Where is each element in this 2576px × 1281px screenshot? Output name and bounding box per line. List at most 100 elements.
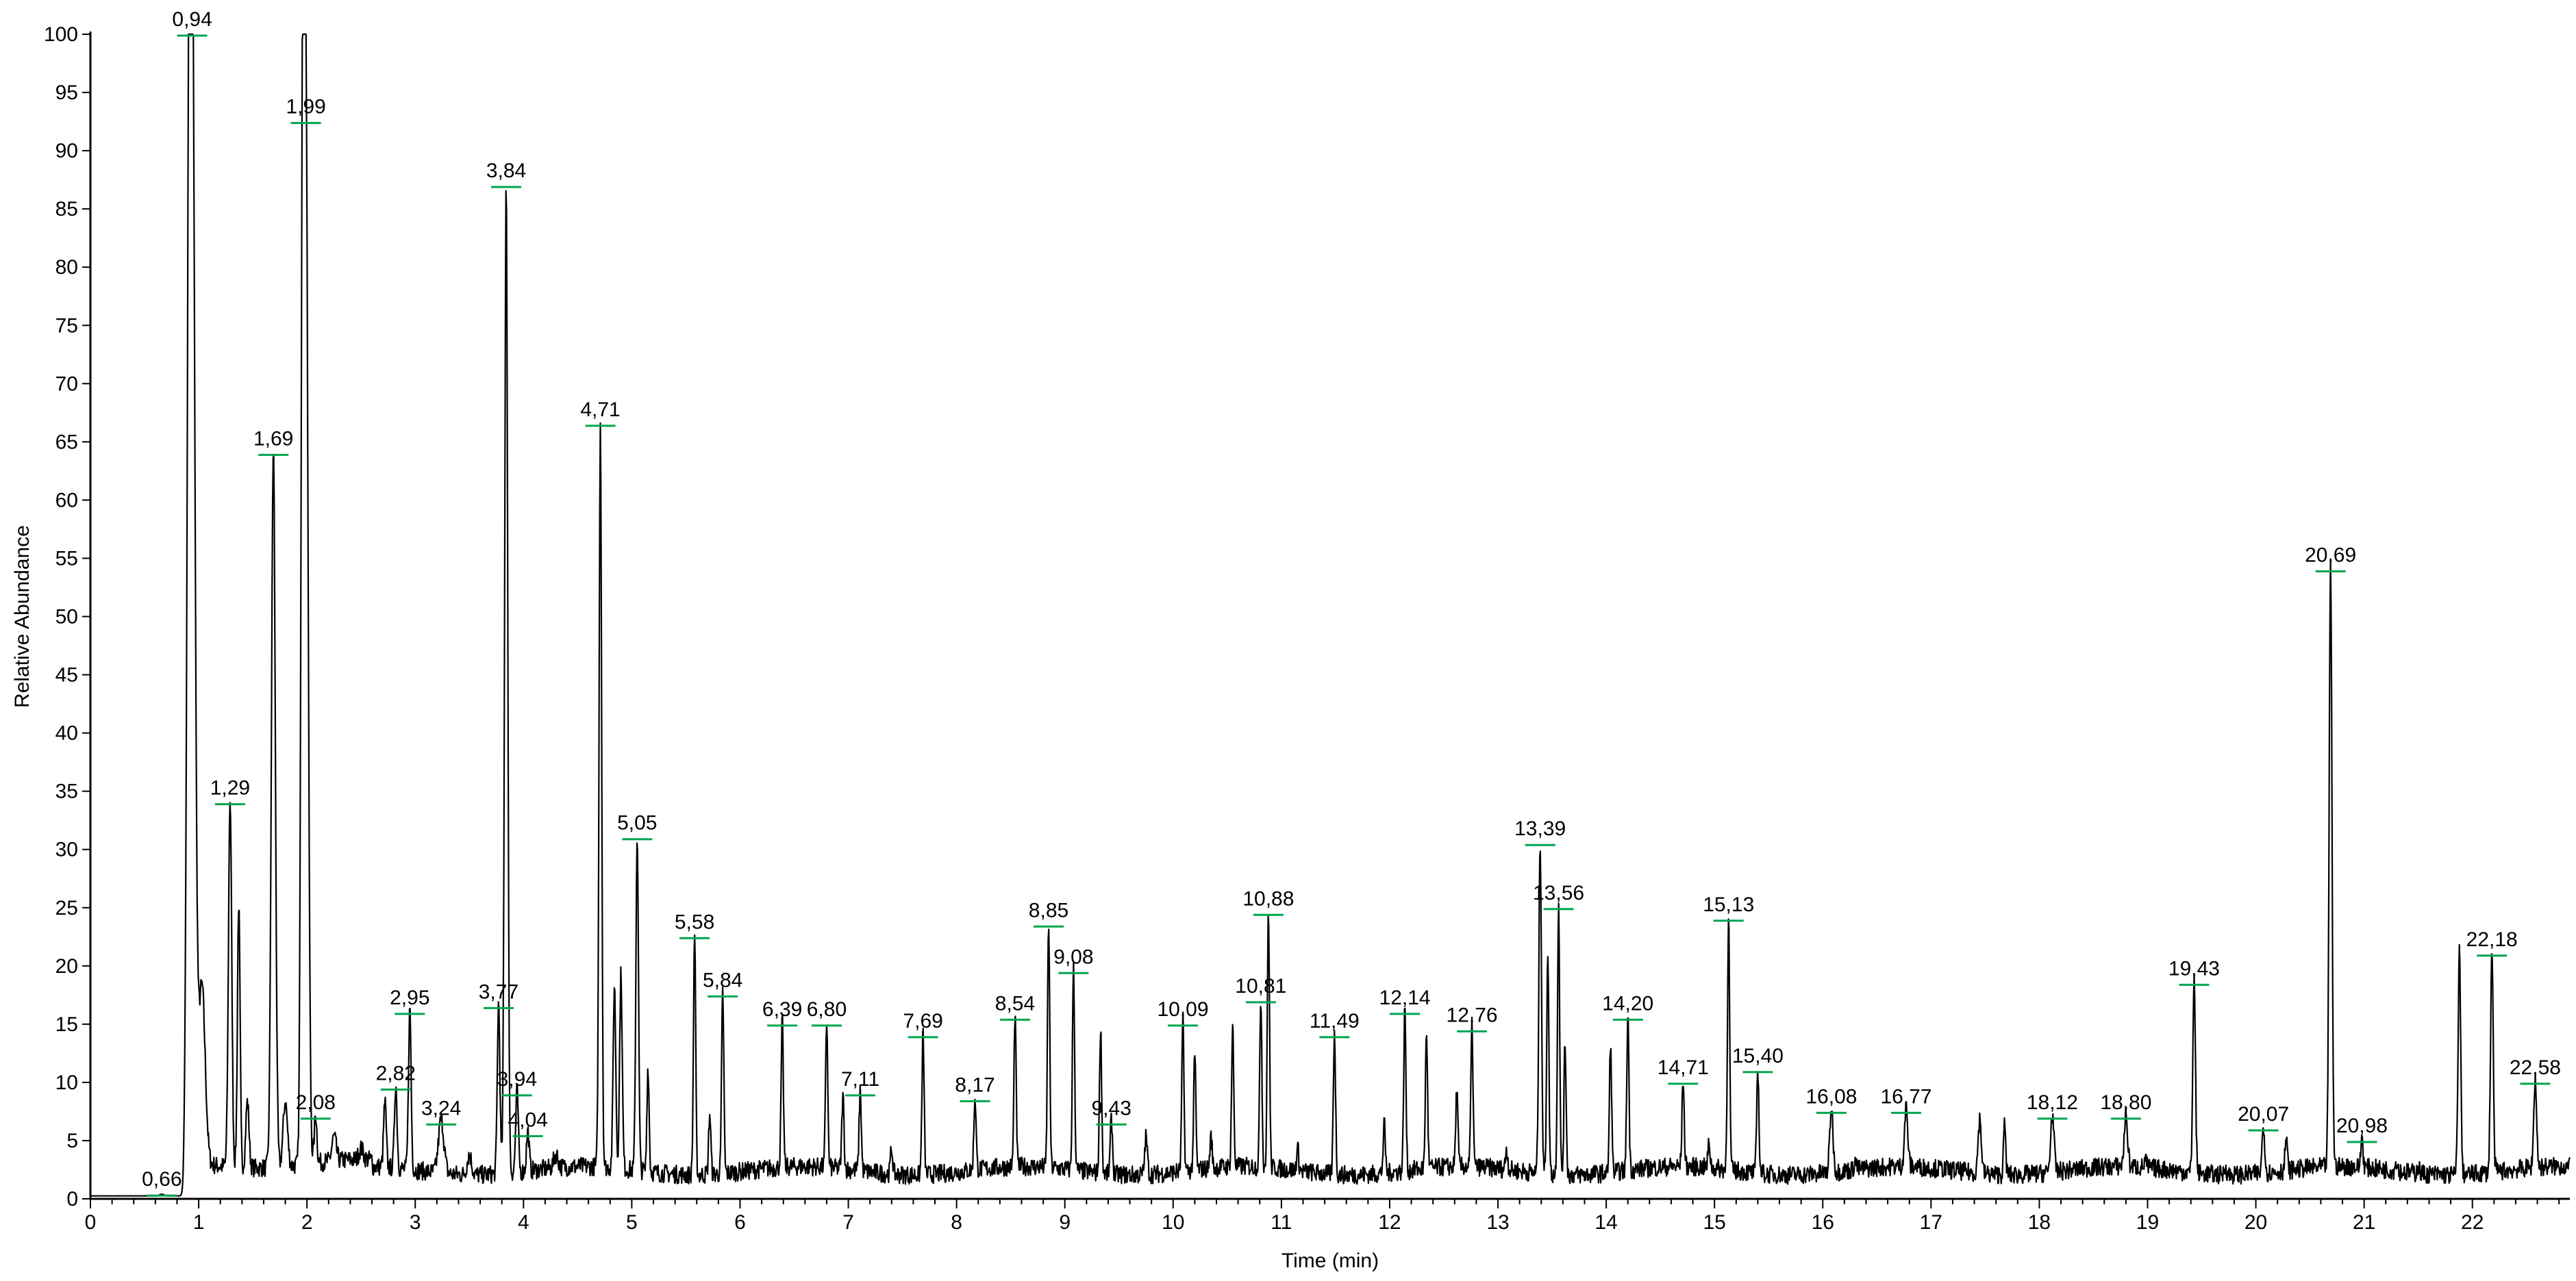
y-tick-label: 70	[55, 372, 78, 395]
peak-label: 5,84	[703, 969, 742, 991]
peak-label: 13,56	[1533, 882, 1584, 904]
y-ticks: 0 5 10 15 20 25 30 35 40 45 50 55 60 65 70 75 80 85 90 95 10…	[44, 23, 90, 1210]
y-tick-label: 90	[55, 140, 78, 162]
peak-label: 12,14	[1379, 987, 1431, 1009]
peak-label: 14,20	[1602, 992, 1653, 1015]
peak-label: 2,82	[376, 1062, 416, 1085]
peak-label: 15,13	[1703, 893, 1754, 916]
peak-label: 13,39	[1514, 817, 1566, 840]
y-tick-label: 65	[55, 431, 78, 453]
integration-marks	[147, 34, 2551, 1197]
y-tick-label: 100	[44, 23, 78, 46]
x-tick-label: 7	[842, 1211, 854, 1234]
peak-label: 8,17	[955, 1074, 995, 1096]
peak-label: 5,05	[617, 812, 657, 835]
x-tick-label: 14	[1595, 1211, 1617, 1234]
peak-label: 6,80	[807, 998, 847, 1021]
peak-label: 16,08	[1805, 1085, 1857, 1108]
peak-label: 9,43	[1091, 1097, 1131, 1119]
peak-label: 1,29	[210, 777, 250, 800]
y-axis-title: Relative Abundance	[11, 525, 34, 708]
x-tick-label: 18	[2028, 1211, 2051, 1234]
peak-label: 7,11	[841, 1068, 879, 1091]
y-tick-label: 85	[55, 198, 78, 220]
x-tick-label: 22	[2461, 1211, 2484, 1234]
x-tick-label: 10	[1162, 1211, 1184, 1234]
peak-label: 15,40	[1732, 1045, 1784, 1067]
y-tick-label: 80	[55, 256, 78, 279]
x-axis-title: Time (min)	[1281, 1250, 1379, 1272]
y-tick-label: 35	[55, 781, 78, 803]
peak-label: 22,18	[2466, 928, 2518, 951]
y-tick-label: 75	[55, 314, 78, 337]
x-ticks: 0 1 2 3 4 5 6 7 8 9 10 11 12 13 14 15 16 17 18 19 20 21 22	[85, 1199, 2560, 1234]
peak-label: 3,24	[421, 1097, 461, 1119]
peak-label: 4,04	[508, 1108, 547, 1131]
peak-label: 1,99	[286, 96, 325, 118]
peak-label: 0,94	[172, 8, 212, 31]
peak-label: 3,84	[486, 160, 526, 182]
y-tick-label: 50	[55, 606, 78, 629]
x-tick-label: 3	[410, 1211, 421, 1234]
x-tick-label: 9	[1059, 1211, 1071, 1234]
peak-label: 0,66	[142, 1168, 182, 1191]
peak-label: 3,77	[479, 980, 518, 1003]
x-tick-label: 5	[626, 1211, 638, 1234]
y-tick-label: 25	[55, 897, 78, 919]
peak-labels: 0,66 0,94 1,29 1,69 1,99 2,08 2,82 2,95 3,24 3,77…	[142, 8, 2561, 1191]
peak-label: 12,76	[1447, 1004, 1498, 1026]
x-tick-label: 15	[1703, 1211, 1725, 1234]
peak-label: 10,09	[1157, 998, 1208, 1021]
peak-label: 6,39	[762, 998, 802, 1021]
y-tick-label: 5	[66, 1130, 78, 1152]
x-tick-label: 19	[2136, 1211, 2159, 1234]
peak-label: 11,49	[1310, 1010, 1360, 1032]
peak-label: 20,69	[2305, 544, 2356, 566]
x-tick-label: 13	[1486, 1211, 1509, 1234]
peak-label: 3,94	[497, 1068, 537, 1091]
x-tick-label: 8	[951, 1211, 962, 1234]
peak-label: 22,58	[2510, 1056, 2561, 1079]
peak-label: 20,98	[2336, 1115, 2388, 1137]
x-tick-label: 17	[1920, 1211, 1942, 1234]
y-tick-label: 40	[55, 722, 78, 745]
y-tick-label: 95	[55, 81, 78, 104]
chromatogram-trace	[90, 33, 2571, 1197]
x-tick-label: 12	[1378, 1211, 1401, 1234]
x-tick-label: 11	[1271, 1211, 1292, 1234]
peak-label: 2,08	[296, 1091, 336, 1114]
peak-label: 4,71	[580, 398, 620, 421]
peak-label: 10,88	[1242, 887, 1294, 910]
y-tick-label: 60	[55, 489, 78, 511]
peak-label: 9,08	[1053, 946, 1093, 968]
x-tick-label: 0	[85, 1211, 97, 1234]
x-tick-label: 2	[301, 1211, 313, 1234]
y-tick-label: 20	[55, 955, 78, 978]
peak-label: 14,71	[1658, 1056, 1709, 1079]
x-tick-label: 20	[2244, 1211, 2267, 1234]
peak-label: 8,85	[1029, 899, 1068, 922]
x-tick-label: 16	[1812, 1211, 1834, 1234]
y-tick-label: 30	[55, 839, 78, 861]
x-tick-label: 1	[193, 1211, 205, 1234]
peak-label: 7,69	[903, 1010, 942, 1032]
peak-label: 16,77	[1880, 1085, 1931, 1108]
y-tick-label: 55	[55, 547, 78, 570]
peak-label: 19,43	[2168, 957, 2220, 980]
y-tick-label: 15	[55, 1013, 78, 1036]
peak-label: 1,69	[253, 427, 293, 450]
peak-label: 2,95	[390, 987, 429, 1009]
y-tick-label: 10	[55, 1071, 78, 1094]
y-tick-label: 45	[55, 664, 78, 687]
y-tick-label: 0	[66, 1188, 78, 1210]
x-tick-label: 4	[518, 1211, 529, 1234]
peak-label: 18,80	[2100, 1091, 2151, 1114]
peak-label: 10,81	[1235, 975, 1286, 998]
x-tick-label: 21	[2353, 1211, 2375, 1234]
axes	[89, 31, 2570, 1200]
peak-label: 8,54	[995, 992, 1035, 1015]
x-tick-label: 6	[734, 1211, 746, 1234]
peak-label: 5,58	[675, 911, 714, 933]
peak-label: 20,07	[2238, 1103, 2289, 1126]
